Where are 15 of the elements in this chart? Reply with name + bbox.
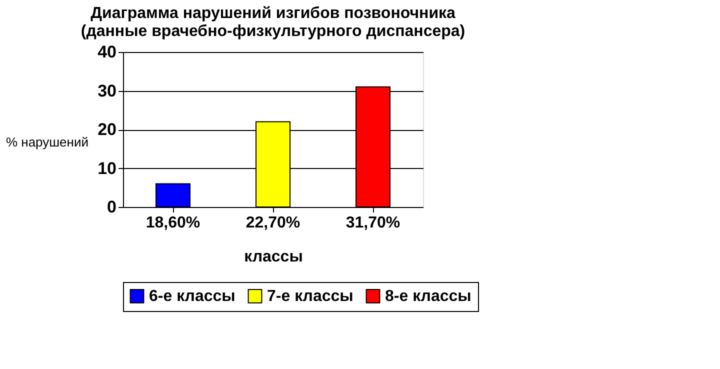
- legend-label: 7-е классы: [267, 288, 354, 306]
- y-tick-label: 0: [107, 198, 116, 216]
- x-axis-title: классы: [244, 248, 303, 266]
- x-tick-label: 18,60%: [146, 214, 200, 232]
- y-tick-label: 30: [98, 81, 116, 100]
- text: (данные врачебно-физкультурного диспансера): [80, 23, 466, 40]
- y-tick-label: 40: [98, 42, 116, 62]
- x-tick-label: 22,70%: [246, 214, 300, 232]
- y-axis-title: % нарушений: [6, 134, 88, 150]
- y-tick-label: 20: [98, 120, 116, 139]
- y-tick-label: 10: [98, 158, 116, 178]
- legend-label: 6-е классы: [149, 288, 236, 306]
- x-tick-label: 31,70%: [346, 214, 400, 232]
- legend-label: 8-е классы: [385, 288, 472, 306]
- text: Диаграмма нарушений изгибов позвоночника: [90, 5, 456, 22]
